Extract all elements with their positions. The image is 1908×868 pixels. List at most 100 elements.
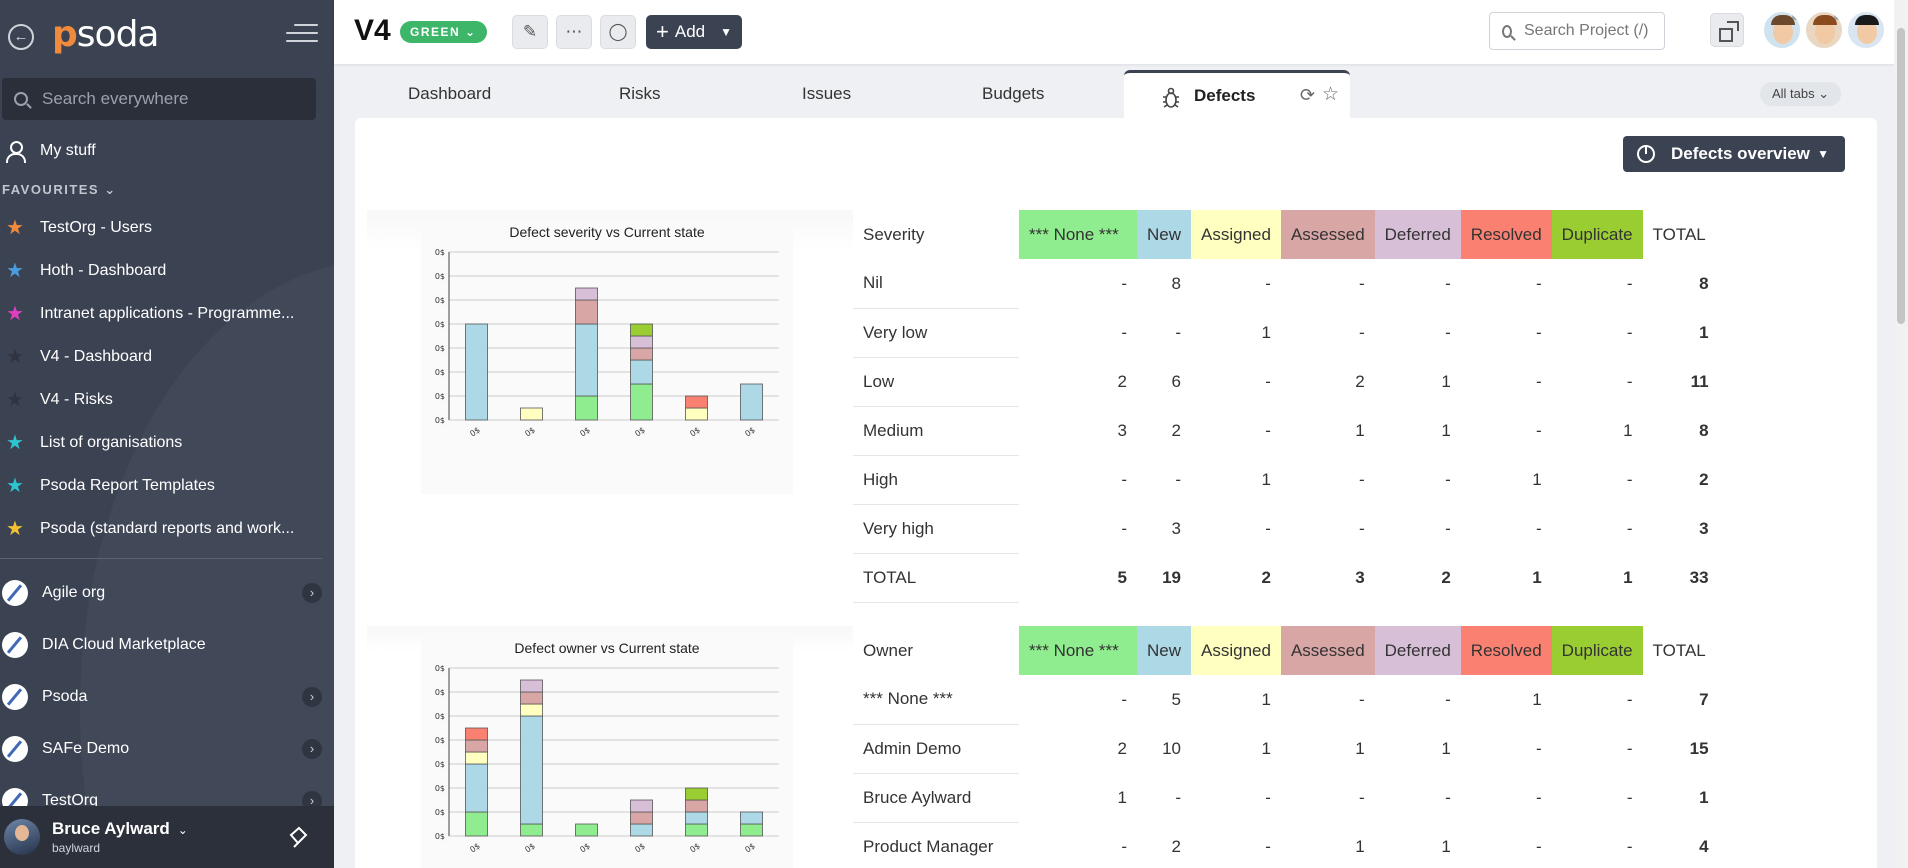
bar-segment[interactable] (685, 823, 708, 837)
table-cell[interactable]: 3 (1117, 420, 1127, 440)
column-total[interactable]: 19 (1162, 567, 1182, 587)
bar-segment[interactable] (465, 323, 488, 421)
favourite-item[interactable]: ★ List of organisations (0, 421, 334, 464)
bar-segment[interactable] (465, 811, 488, 837)
row-total[interactable]: 4 (1699, 836, 1709, 856)
organisation-item[interactable]: Agile org › (0, 567, 334, 619)
table-cell[interactable]: 10 (1162, 738, 1182, 758)
favourite-item[interactable]: ★ Hoth - Dashboard (0, 249, 334, 292)
bar-segment[interactable] (685, 811, 708, 825)
grand-total[interactable]: 33 (1689, 567, 1709, 587)
row-total[interactable]: 3 (1699, 518, 1709, 538)
state-header[interactable]: New (1137, 210, 1192, 259)
add-button[interactable]: + Add ▼ (646, 15, 742, 49)
row-total[interactable]: 8 (1699, 273, 1709, 293)
table-cell[interactable]: 1 (1623, 420, 1633, 440)
table-cell[interactable]: 1 (1117, 787, 1127, 807)
bar-segment[interactable] (520, 823, 543, 837)
edit-button[interactable]: ✎ (512, 15, 548, 49)
tab-defects[interactable]: Defects ⟳ ☆ (1124, 70, 1350, 124)
defects-overview-button[interactable]: Defects overview ▼ (1623, 136, 1845, 172)
table-cell[interactable]: 2 (1171, 836, 1182, 856)
bar-segment[interactable] (630, 823, 653, 837)
table-cell[interactable]: 1 (1441, 836, 1451, 856)
bar-segment[interactable] (465, 751, 488, 765)
bar-segment[interactable] (465, 739, 488, 753)
switch-view-button[interactable] (1710, 13, 1744, 47)
state-header[interactable]: *** None *** (1019, 210, 1137, 259)
scrollbar-thumb[interactable] (1897, 28, 1905, 324)
refresh-icon[interactable]: ⟳ (1300, 85, 1316, 105)
state-header[interactable]: Duplicate (1551, 210, 1643, 259)
row-total[interactable]: 1 (1699, 787, 1709, 807)
avatar[interactable] (1804, 10, 1844, 50)
column-total[interactable]: 2 (1441, 567, 1451, 587)
bar-segment[interactable] (630, 799, 653, 813)
table-cell[interactable]: 6 (1171, 371, 1182, 391)
row-total[interactable]: 7 (1699, 689, 1709, 709)
table-cell[interactable]: 1 (1355, 836, 1365, 856)
column-total[interactable]: 3 (1355, 567, 1365, 587)
organisation-item[interactable]: DIA Cloud Marketplace (0, 619, 334, 671)
psoda-logo[interactable]: psoda (52, 14, 159, 55)
bar-segment[interactable] (520, 407, 543, 421)
row-total[interactable]: 8 (1699, 420, 1709, 440)
table-cell[interactable]: 2 (1171, 420, 1182, 440)
state-header[interactable]: New (1137, 626, 1192, 675)
bar-segment[interactable] (685, 787, 708, 801)
bar-segment[interactable] (575, 395, 598, 421)
bar-segment[interactable] (685, 799, 708, 813)
bar-segment[interactable] (575, 323, 598, 397)
tab-risks[interactable]: Risks (619, 84, 661, 103)
status-badge[interactable]: GREEN ⌄ (400, 21, 487, 43)
bar-segment[interactable] (630, 359, 653, 385)
table-cell[interactable]: 1 (1532, 469, 1542, 489)
favourite-item[interactable]: ★ Psoda (standard reports and work... (0, 507, 334, 550)
more-button[interactable]: ⋯ (556, 15, 592, 49)
organisation-item[interactable]: Psoda › (0, 671, 334, 723)
favourite-item[interactable]: ★ Intranet applications - Programme... (0, 292, 334, 335)
table-cell[interactable]: 3 (1171, 518, 1182, 538)
tab-dashboard[interactable]: Dashboard (408, 84, 492, 103)
organisation-item[interactable]: SAFe Demo › (0, 723, 334, 775)
my-stuff-link[interactable]: My stuff (0, 130, 334, 172)
table-cell[interactable]: 2 (1117, 738, 1127, 758)
bar-segment[interactable] (630, 811, 653, 825)
avatar[interactable] (1846, 10, 1886, 50)
bar-segment[interactable] (520, 703, 543, 717)
bar-segment[interactable] (630, 383, 653, 421)
row-total[interactable]: 11 (1690, 371, 1709, 391)
chevron-right-icon[interactable]: › (302, 739, 322, 759)
table-cell[interactable]: 1 (1261, 689, 1271, 709)
table-cell[interactable]: 1 (1355, 420, 1365, 440)
state-header[interactable]: Deferred (1374, 210, 1461, 259)
state-header[interactable]: Assessed (1280, 210, 1375, 259)
chevron-right-icon[interactable]: › (302, 687, 322, 707)
all-tabs-button[interactable]: All tabs ⌄ (1760, 82, 1842, 106)
table-cell[interactable]: 1 (1261, 738, 1271, 758)
column-total[interactable]: 5 (1117, 567, 1127, 587)
bar-segment[interactable] (465, 763, 488, 813)
table-cell[interactable]: 1 (1261, 469, 1271, 489)
state-header[interactable]: *** None *** (1019, 626, 1137, 675)
bar-segment[interactable] (575, 287, 598, 301)
column-total[interactable]: 1 (1623, 567, 1633, 587)
table-cell[interactable]: 1 (1441, 371, 1451, 391)
favourites-toggle[interactable]: FAVOURITES ⌄ (2, 182, 117, 197)
table-cell[interactable]: 2 (1355, 371, 1365, 391)
table-cell[interactable]: 2 (1117, 371, 1127, 391)
favourite-item[interactable]: ★ TestOrg - Users (0, 206, 334, 249)
bar-segment[interactable] (575, 823, 598, 837)
bar-segment[interactable] (630, 347, 653, 361)
global-search-input[interactable] (42, 89, 302, 109)
bar-segment[interactable] (740, 811, 763, 825)
project-search-input[interactable] (1524, 22, 1664, 40)
user-menu[interactable]: Bruce Aylward ⌄ baylward (0, 806, 334, 868)
tab-budgets[interactable]: Budgets (982, 84, 1045, 103)
tag-button[interactable]: ◯ (600, 15, 636, 49)
bar-segment[interactable] (630, 335, 653, 349)
avatar[interactable] (1762, 10, 1802, 50)
favourite-item[interactable]: ★ V4 - Risks (0, 378, 334, 421)
star-icon[interactable]: ☆ (1322, 84, 1340, 105)
column-total[interactable]: 1 (1532, 567, 1542, 587)
